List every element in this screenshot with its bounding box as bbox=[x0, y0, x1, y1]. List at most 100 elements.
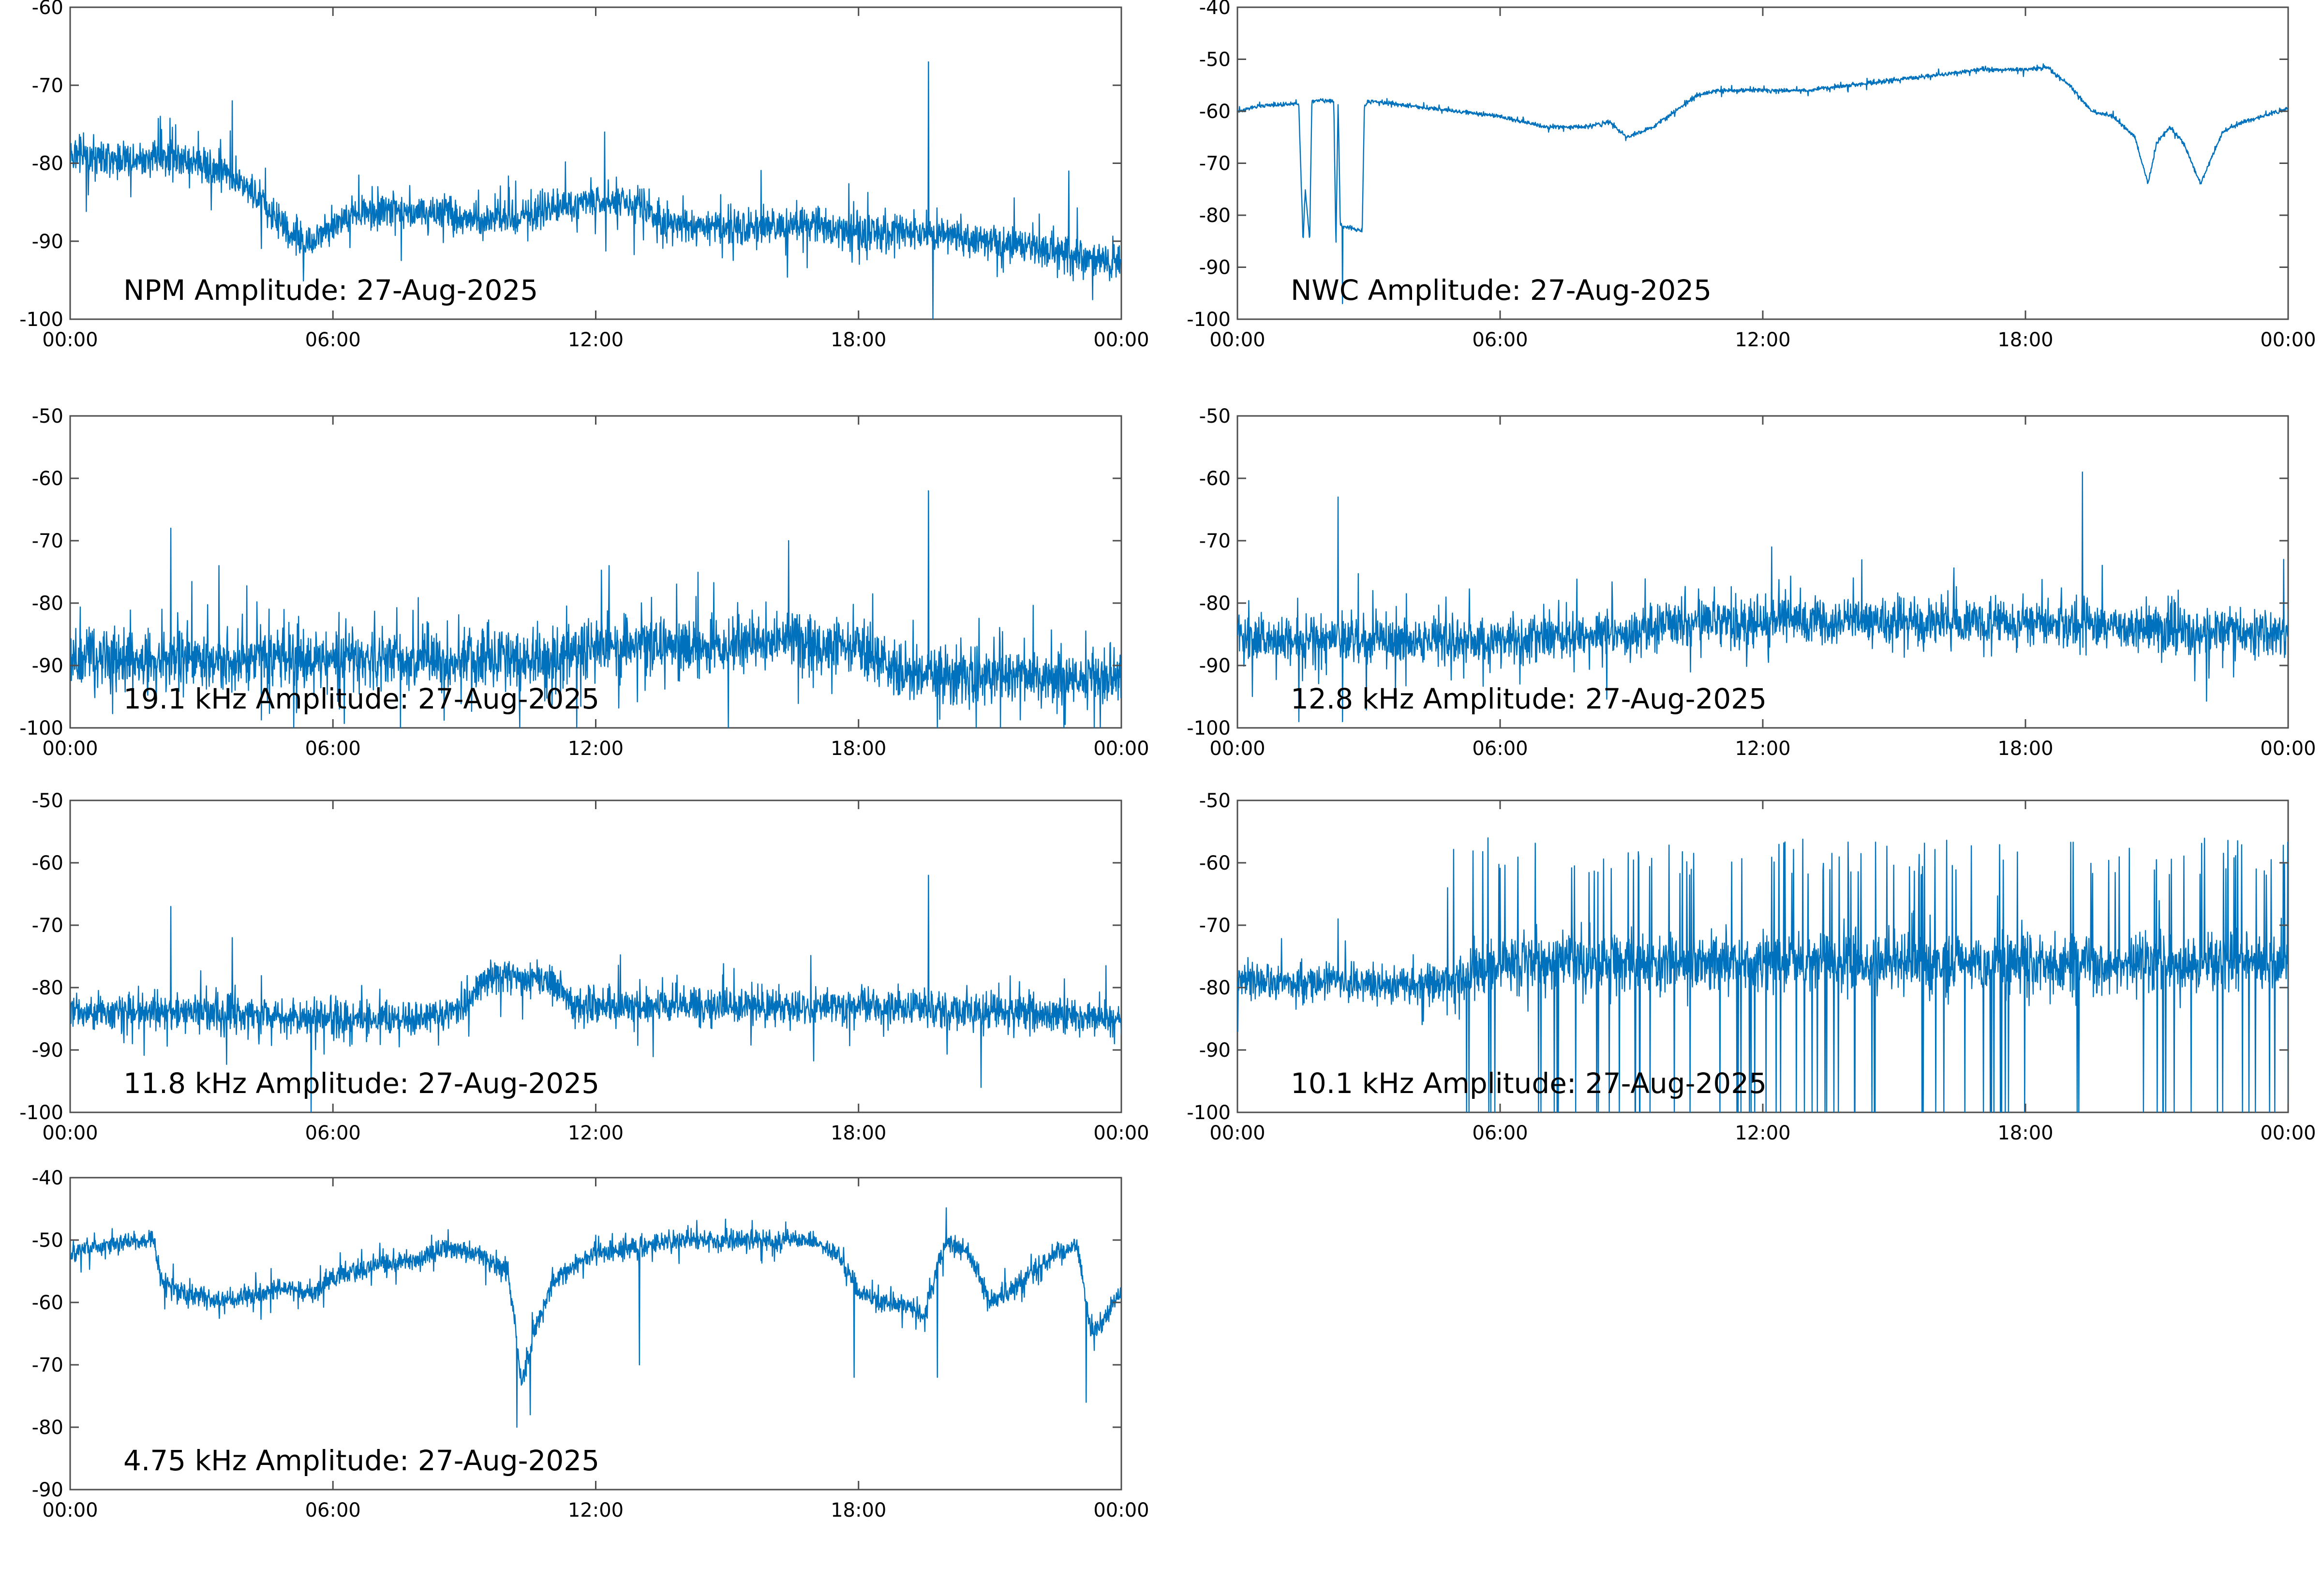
y-tick-label: -80 bbox=[32, 977, 63, 999]
y-tick-label: -80 bbox=[1199, 592, 1231, 615]
y-tick-label: -60 bbox=[32, 1292, 63, 1314]
x-tick-label: 06:00 bbox=[1472, 1122, 1528, 1144]
y-tick-label: -40 bbox=[1199, 0, 1231, 19]
y-tick-label: -90 bbox=[1199, 655, 1231, 677]
x-tick-label: 12:00 bbox=[568, 1122, 624, 1144]
y-tick-label: -50 bbox=[32, 790, 63, 812]
plot-area bbox=[1236, 415, 2289, 729]
y-tick-label: -90 bbox=[32, 1479, 63, 1501]
y-tick-label: -60 bbox=[32, 468, 63, 490]
y-tick-label: -70 bbox=[1199, 153, 1231, 175]
y-tick-label: -80 bbox=[32, 153, 63, 175]
x-tick-label: 12:00 bbox=[1735, 1122, 1790, 1144]
y-tick-label: -50 bbox=[32, 1229, 63, 1252]
x-tick-label: 12:00 bbox=[568, 738, 624, 760]
y-tick-label: -50 bbox=[1199, 405, 1231, 428]
plot-area bbox=[69, 1177, 1122, 1491]
x-tick-label: 00:00 bbox=[2260, 1122, 2316, 1144]
series-line bbox=[1237, 63, 2288, 304]
y-tick-label: -100 bbox=[1187, 1102, 1231, 1124]
chart-panel-4: 00:00 06:00 12:00 18:00 00:00 -50 -60 -70 -80 -90… bbox=[1187, 405, 2316, 760]
x-tick-label: 00:00 bbox=[2260, 329, 2316, 351]
series-line bbox=[70, 61, 1121, 319]
y-tick-label: -100 bbox=[19, 309, 63, 331]
y-tick-label: -100 bbox=[19, 1102, 63, 1124]
y-tick-label: -40 bbox=[32, 1167, 63, 1189]
x-tick-label: 00:00 bbox=[42, 329, 98, 351]
x-tick-label: 00:00 bbox=[1209, 329, 1265, 351]
y-tick-label: -60 bbox=[1199, 101, 1231, 123]
y-tick-label: -100 bbox=[1187, 717, 1231, 739]
y-tick-label: -70 bbox=[32, 74, 63, 97]
x-tick-label: 12:00 bbox=[1735, 329, 1790, 351]
x-tick-label: 00:00 bbox=[1209, 738, 1265, 760]
x-tick-label: 06:00 bbox=[305, 738, 361, 760]
x-tick-label: 00:00 bbox=[1093, 1499, 1149, 1522]
chart-title: 11.8 kHz Amplitude: 27-Aug-2025 bbox=[123, 1067, 599, 1100]
y-tick-label: -60 bbox=[1199, 852, 1231, 874]
series-line bbox=[70, 874, 1121, 1112]
y-tick-label: -80 bbox=[32, 1417, 63, 1439]
x-tick-label: 06:00 bbox=[1472, 329, 1528, 351]
x-tick-label: 00:00 bbox=[1093, 329, 1149, 351]
y-tick-label: -80 bbox=[1199, 205, 1231, 227]
series-line bbox=[70, 1207, 1121, 1428]
series-line bbox=[1237, 837, 2288, 1112]
chart-title: NPM Amplitude: 27-Aug-2025 bbox=[123, 274, 538, 307]
chart-panel-7: 00:00 06:00 12:00 18:00 00:00 -40 -50 -60 -70 -80… bbox=[32, 1167, 1149, 1522]
x-tick-label: 00:00 bbox=[42, 1499, 98, 1522]
chart-title: 10.1 kHz Amplitude: 27-Aug-2025 bbox=[1291, 1067, 1767, 1100]
x-tick-label: 00:00 bbox=[1209, 1122, 1265, 1144]
chart-panel-2: 00:00 06:00 12:00 18:00 00:00 -40 -50 -60 -70 -80… bbox=[1187, 0, 2316, 351]
chart-panel-6: 00:00 06:00 12:00 18:00 00:00 -50 -60 -70 -80 -90… bbox=[1187, 790, 2316, 1144]
x-tick-label: 06:00 bbox=[305, 329, 361, 351]
x-tick-label: 06:00 bbox=[305, 1122, 361, 1144]
chart-panel-5: 00:00 06:00 12:00 18:00 00:00 -50 -60 -70 -80 -90… bbox=[19, 790, 1149, 1144]
plot-area bbox=[1236, 6, 2289, 320]
chart-title: 12.8 kHz Amplitude: 27-Aug-2025 bbox=[1291, 682, 1767, 715]
plot-area bbox=[69, 799, 1122, 1113]
y-tick-label: -60 bbox=[1199, 468, 1231, 490]
series-line bbox=[1237, 471, 2288, 723]
y-tick-label: -90 bbox=[32, 655, 63, 677]
x-tick-label: 12:00 bbox=[1735, 738, 1790, 760]
x-tick-label: 12:00 bbox=[568, 1499, 624, 1522]
x-tick-label: 00:00 bbox=[42, 1122, 98, 1144]
y-tick-label: -60 bbox=[32, 852, 63, 874]
y-tick-label: -90 bbox=[32, 1039, 63, 1062]
x-tick-label: 18:00 bbox=[1997, 738, 2053, 760]
x-tick-label: 00:00 bbox=[1093, 1122, 1149, 1144]
y-tick-label: -70 bbox=[1199, 530, 1231, 552]
y-tick-label: -80 bbox=[32, 592, 63, 615]
x-tick-label: 18:00 bbox=[1997, 1122, 2053, 1144]
chart-title: 4.75 kHz Amplitude: 27-Aug-2025 bbox=[123, 1444, 599, 1477]
y-tick-label: -100 bbox=[1187, 309, 1231, 331]
plot-area bbox=[69, 6, 1122, 320]
x-tick-label: 18:00 bbox=[1997, 329, 2053, 351]
y-tick-label: -50 bbox=[1199, 49, 1231, 71]
y-tick-label: -70 bbox=[32, 1354, 63, 1376]
x-tick-label: 18:00 bbox=[831, 1122, 886, 1144]
series-line bbox=[70, 490, 1121, 728]
y-tick-label: -90 bbox=[1199, 1039, 1231, 1062]
y-tick-label: -100 bbox=[19, 717, 63, 739]
y-tick-label: -90 bbox=[1199, 257, 1231, 279]
chart-panel-3: 00:00 06:00 12:00 18:00 00:00 -50 -60 -70 -80 -90… bbox=[19, 405, 1149, 760]
x-tick-label: 18:00 bbox=[831, 738, 886, 760]
x-tick-label: 06:00 bbox=[305, 1499, 361, 1522]
y-tick-label: -50 bbox=[1199, 790, 1231, 812]
y-tick-label: -70 bbox=[32, 915, 63, 937]
x-tick-label: 00:00 bbox=[42, 738, 98, 760]
y-tick-label: -50 bbox=[32, 405, 63, 428]
y-tick-label: -80 bbox=[1199, 977, 1231, 999]
x-tick-label: 06:00 bbox=[1472, 738, 1528, 760]
plot-area bbox=[69, 415, 1122, 729]
x-tick-label: 00:00 bbox=[2260, 738, 2316, 760]
y-tick-label: -70 bbox=[1199, 915, 1231, 937]
chart-title: 19.1 kHz Amplitude: 27-Aug-2025 bbox=[123, 682, 599, 715]
x-tick-label: 18:00 bbox=[831, 329, 886, 351]
x-tick-label: 18:00 bbox=[831, 1499, 886, 1522]
x-tick-label: 12:00 bbox=[568, 329, 624, 351]
y-tick-label: -90 bbox=[32, 231, 63, 253]
